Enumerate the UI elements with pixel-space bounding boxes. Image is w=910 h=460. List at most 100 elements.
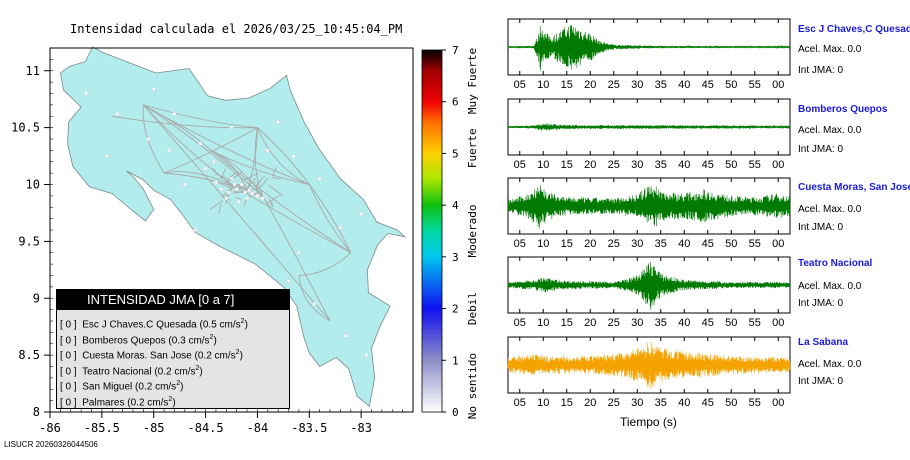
time-tick-label: 45: [702, 159, 714, 171]
waveform-trace: [507, 123, 791, 131]
y-tick-label: 8.5: [18, 348, 40, 362]
time-tick-label: 40: [678, 238, 690, 250]
station-marker: [260, 196, 265, 200]
road: [143, 104, 310, 185]
station-marker: [240, 182, 244, 187]
time-tick-label: 55: [749, 397, 761, 409]
time-tick-label: 35: [655, 159, 667, 171]
waveform-trace: [507, 341, 791, 390]
road: [257, 127, 352, 253]
time-tick-label: 20: [584, 159, 596, 171]
station-acel: Acel. Max. 0.0: [798, 125, 862, 136]
time-tick-label: 55: [749, 79, 761, 91]
station-marker: [250, 191, 254, 196]
station-name: Cuesta Moras, San Jose: [798, 182, 910, 193]
station-marker: [255, 194, 260, 198]
road-network: [112, 104, 352, 322]
road: [210, 150, 352, 254]
station-marker: [291, 154, 296, 158]
station-marker: [243, 190, 247, 195]
station-marker: [343, 334, 348, 338]
time-tick-label: 20: [584, 238, 596, 250]
waveform-panel: 05 10 15 20 25 30 35 40 45 50 55 00: [507, 336, 791, 409]
station-marker: [297, 251, 301, 255]
road: [252, 181, 257, 185]
road: [267, 194, 280, 204]
scale-tick-label: 5: [452, 147, 459, 160]
station-marker: [359, 212, 363, 216]
station-acel: Acel. Max. 0.0: [798, 44, 862, 55]
scale-tick-label: 0: [452, 406, 459, 419]
time-tick-label: 30: [631, 79, 643, 91]
road: [143, 104, 331, 322]
station-name: Bomberos Quepos: [798, 104, 888, 115]
station-marker: [105, 154, 109, 158]
time-tick-label: 40: [678, 317, 690, 329]
road: [268, 184, 283, 197]
x-tick-label: -86: [39, 421, 61, 435]
time-tick-label: 10: [537, 159, 549, 171]
legend-item: [ 0 ] Palmares (0.2 cm/s2): [60, 395, 176, 408]
road: [163, 171, 232, 185]
scale-tick-label: 7: [452, 44, 459, 57]
road: [112, 115, 258, 129]
station-marker: [198, 141, 203, 146]
time-tick-label: 10: [537, 317, 549, 329]
time-tick-label: 20: [584, 79, 596, 91]
time-tick-label: 40: [678, 397, 690, 409]
station-int: Int JMA: 0: [798, 376, 844, 387]
time-tick-label: 20: [584, 317, 596, 329]
station-marker: [338, 225, 343, 230]
road: [143, 104, 263, 197]
time-tick-label: 00: [772, 159, 784, 171]
station-marker: [312, 302, 317, 306]
waveform-panel: 05 10 15 20 25 30 35 40 45 50 55 00: [507, 256, 791, 329]
time-tick-label: 25: [608, 397, 620, 409]
intensity-category-label: No sentido: [466, 353, 479, 419]
time-tick-label: 30: [631, 238, 643, 250]
road: [268, 198, 274, 208]
station-marker: [151, 87, 156, 91]
station-int: Int JMA: 0: [798, 65, 844, 76]
road: [271, 167, 277, 177]
x-tick-label: -85: [143, 421, 165, 435]
station-marker: [219, 187, 223, 191]
time-tick-label: 25: [608, 159, 620, 171]
time-tick-label: 30: [631, 397, 643, 409]
time-tick-label: 55: [749, 238, 761, 250]
y-tick-label: 8: [33, 405, 40, 419]
time-tick-label: 15: [561, 397, 573, 409]
time-tick-label: 35: [655, 238, 667, 250]
waveform-panel: 05 10 15 20 25 30 35 40 45 50 55 00: [507, 177, 791, 250]
road: [212, 167, 223, 180]
road: [246, 185, 250, 191]
station-marker: [232, 182, 237, 187]
scale-tick-label: 1: [452, 354, 459, 367]
station-marker: [167, 148, 172, 153]
station-marker: [203, 166, 208, 171]
map-title: Intensidad calculada el 2026/03/25_10:45…: [70, 22, 403, 36]
station-marker: [245, 196, 249, 200]
intensity-category-label: Muy Fuerte: [466, 48, 479, 114]
station-marker: [317, 177, 322, 181]
y-tick-label: 9.5: [18, 234, 40, 248]
x-tick-label: -83: [350, 421, 372, 435]
time-tick-label: 45: [702, 397, 714, 409]
time-tick-label: 30: [631, 159, 643, 171]
station-marker: [229, 177, 234, 181]
time-tick-label: 50: [725, 317, 737, 329]
y-tick-label: 10: [26, 178, 40, 192]
road: [239, 186, 247, 191]
station-marker: [212, 160, 216, 164]
time-tick-label: 55: [749, 317, 761, 329]
station-marker: [146, 137, 151, 141]
road: [260, 177, 268, 188]
footer-id: LISUCR 20260326044506: [4, 440, 98, 449]
station-marker: [286, 279, 291, 283]
time-tick-label: 25: [608, 238, 620, 250]
scale-tick-label: 4: [452, 199, 459, 212]
legend-list: [ 0 ] Esc J Chaves.C Quesada (0.5 cm/s2)…: [60, 314, 289, 408]
time-tick-label: 10: [537, 79, 549, 91]
scale-tick-label: 6: [452, 96, 459, 109]
x-tick-label: -83.5: [291, 421, 327, 435]
